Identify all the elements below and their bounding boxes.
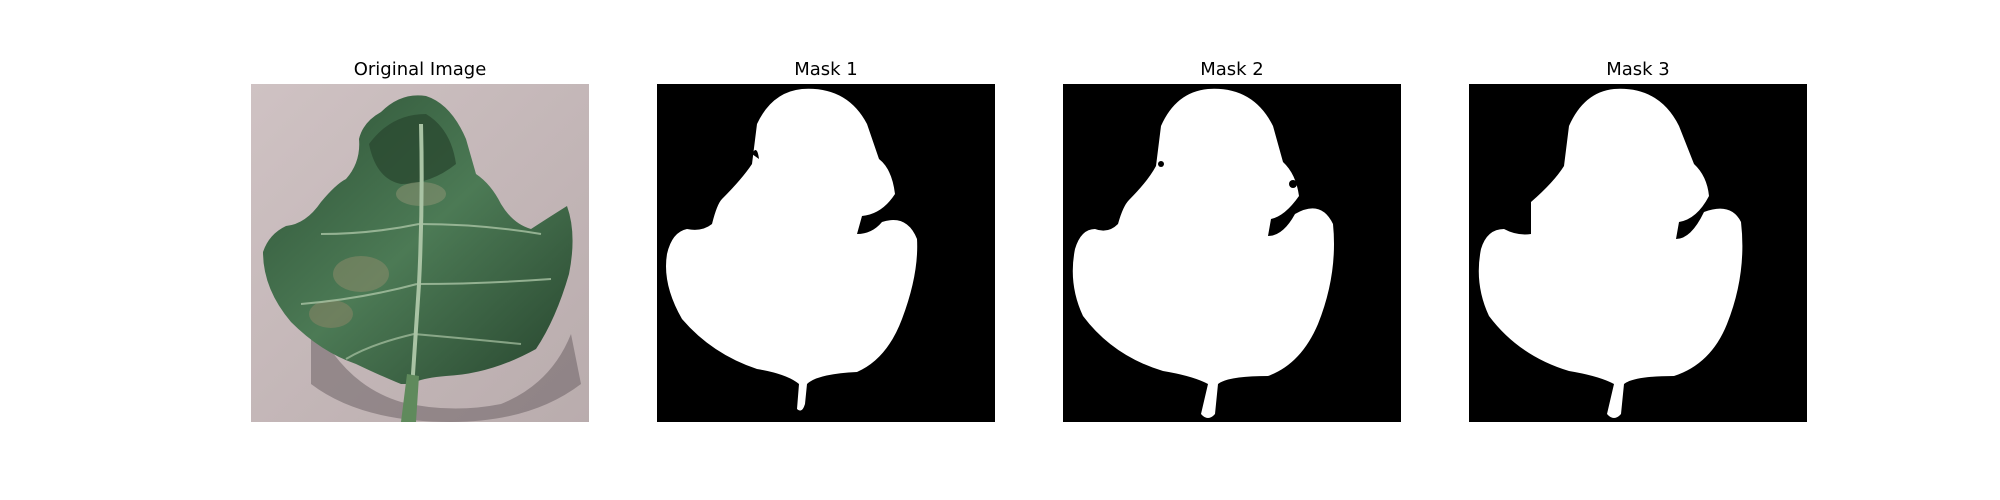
original-leaf-photo bbox=[251, 84, 589, 422]
panel-title: Mask 2 bbox=[1200, 59, 1264, 80]
mask-3-image bbox=[1469, 84, 1807, 422]
panel-title: Original Image bbox=[353, 59, 487, 80]
panel-title: Mask 1 bbox=[794, 59, 858, 80]
mask-2-image bbox=[1063, 84, 1401, 422]
panel-title: Mask 3 bbox=[1606, 59, 1670, 80]
mask-1-image bbox=[657, 84, 995, 422]
